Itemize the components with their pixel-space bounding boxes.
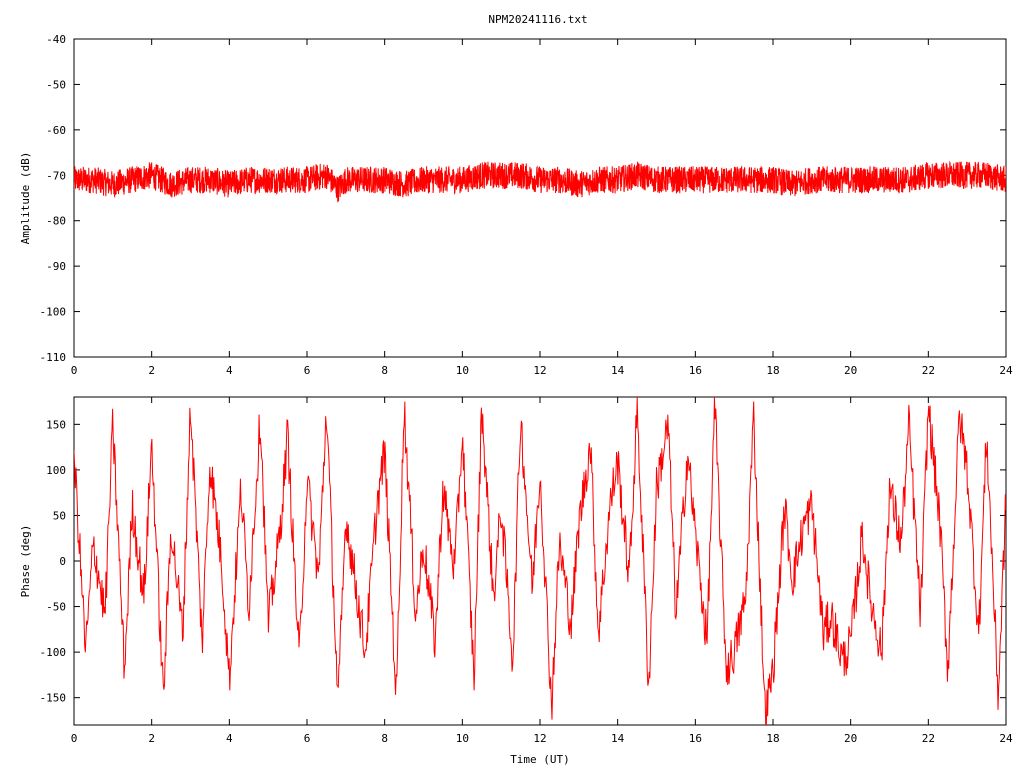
- x-tick-label: 10: [456, 364, 469, 377]
- y-axis-label: Amplitude (dB): [19, 152, 32, 245]
- y-tick-label: -40: [46, 33, 66, 46]
- y-tick-label: -70: [46, 169, 66, 182]
- y-tick-label: -100: [40, 646, 67, 659]
- x-tick-label: 24: [999, 364, 1013, 377]
- x-tick-label: 20: [844, 732, 857, 745]
- chart-title: NPM20241116.txt: [488, 13, 587, 26]
- x-axis-label: Time (UT): [510, 753, 570, 766]
- y-tick-label: 0: [59, 555, 66, 568]
- x-tick-label: 22: [922, 364, 935, 377]
- x-tick-label: 10: [456, 732, 469, 745]
- x-tick-label: 16: [689, 364, 702, 377]
- series-line: [74, 160, 1006, 203]
- y-tick-label: -150: [40, 692, 67, 705]
- y-tick-label: -110: [40, 351, 67, 364]
- y-tick-label: 150: [46, 418, 66, 431]
- x-tick-label: 2: [148, 364, 155, 377]
- x-tick-label: 4: [226, 364, 233, 377]
- x-tick-label: 8: [381, 732, 388, 745]
- x-tick-label: 0: [71, 732, 78, 745]
- x-tick-label: 14: [611, 732, 625, 745]
- y-tick-label: 100: [46, 464, 66, 477]
- x-tick-label: 6: [304, 732, 311, 745]
- x-tick-label: 12: [533, 732, 546, 745]
- plot-frame: [73, 396, 1007, 726]
- series-line: [74, 397, 1006, 725]
- y-tick-label: -60: [46, 124, 66, 137]
- y-tick-label: -50: [46, 601, 66, 614]
- x-tick-label: 14: [611, 364, 625, 377]
- x-tick-label: 8: [381, 364, 388, 377]
- y-tick-label: -50: [46, 78, 66, 91]
- x-tick-label: 20: [844, 364, 857, 377]
- plot-frame: [73, 38, 1007, 358]
- amplitude-panel: 0 2 4 6 8 10 12 14 16 18 20 22 24-110-100-90-80-70-6…: [19, 33, 1013, 377]
- x-tick-label: 16: [689, 732, 702, 745]
- x-tick-label: 18: [766, 732, 779, 745]
- y-axis-label: Phase (deg): [19, 525, 32, 598]
- y-tick-label: -80: [46, 215, 66, 228]
- phase-panel: 0 2 4 6 8 10 12 14 16 18 20 22 24-150-100-5005010015…: [19, 396, 1013, 766]
- x-tick-label: 4: [226, 732, 233, 745]
- x-tick-label: 2: [148, 732, 155, 745]
- x-tick-label: 22: [922, 732, 935, 745]
- y-tick-label: -100: [40, 306, 67, 319]
- x-tick-label: 12: [533, 364, 546, 377]
- x-tick-label: 6: [304, 364, 311, 377]
- y-tick-label: -90: [46, 260, 66, 273]
- x-tick-label: 24: [999, 732, 1013, 745]
- x-tick-label: 18: [766, 364, 779, 377]
- y-tick-label: 50: [53, 509, 66, 522]
- x-tick-label: 0: [71, 364, 78, 377]
